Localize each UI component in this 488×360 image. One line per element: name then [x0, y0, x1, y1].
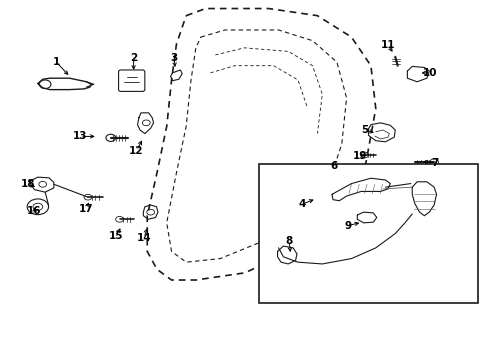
Text: 14: 14 — [136, 233, 151, 243]
Text: 9: 9 — [344, 221, 350, 231]
Text: 15: 15 — [108, 231, 122, 242]
Text: 10: 10 — [422, 68, 437, 78]
Text: 11: 11 — [380, 40, 394, 50]
Text: 6: 6 — [330, 161, 337, 171]
Bar — [259, 164, 477, 303]
Text: 19: 19 — [352, 151, 366, 161]
Text: 18: 18 — [21, 179, 35, 189]
Text: 5: 5 — [361, 125, 368, 135]
Text: 4: 4 — [298, 199, 305, 209]
Text: 3: 3 — [170, 53, 177, 63]
Text: 12: 12 — [129, 146, 143, 156]
Text: 13: 13 — [73, 131, 87, 141]
Text: 16: 16 — [27, 206, 41, 216]
Text: 17: 17 — [79, 203, 94, 213]
Text: 1: 1 — [53, 57, 60, 67]
Text: 7: 7 — [430, 158, 438, 168]
Text: 8: 8 — [285, 237, 292, 247]
Text: 2: 2 — [130, 53, 137, 63]
